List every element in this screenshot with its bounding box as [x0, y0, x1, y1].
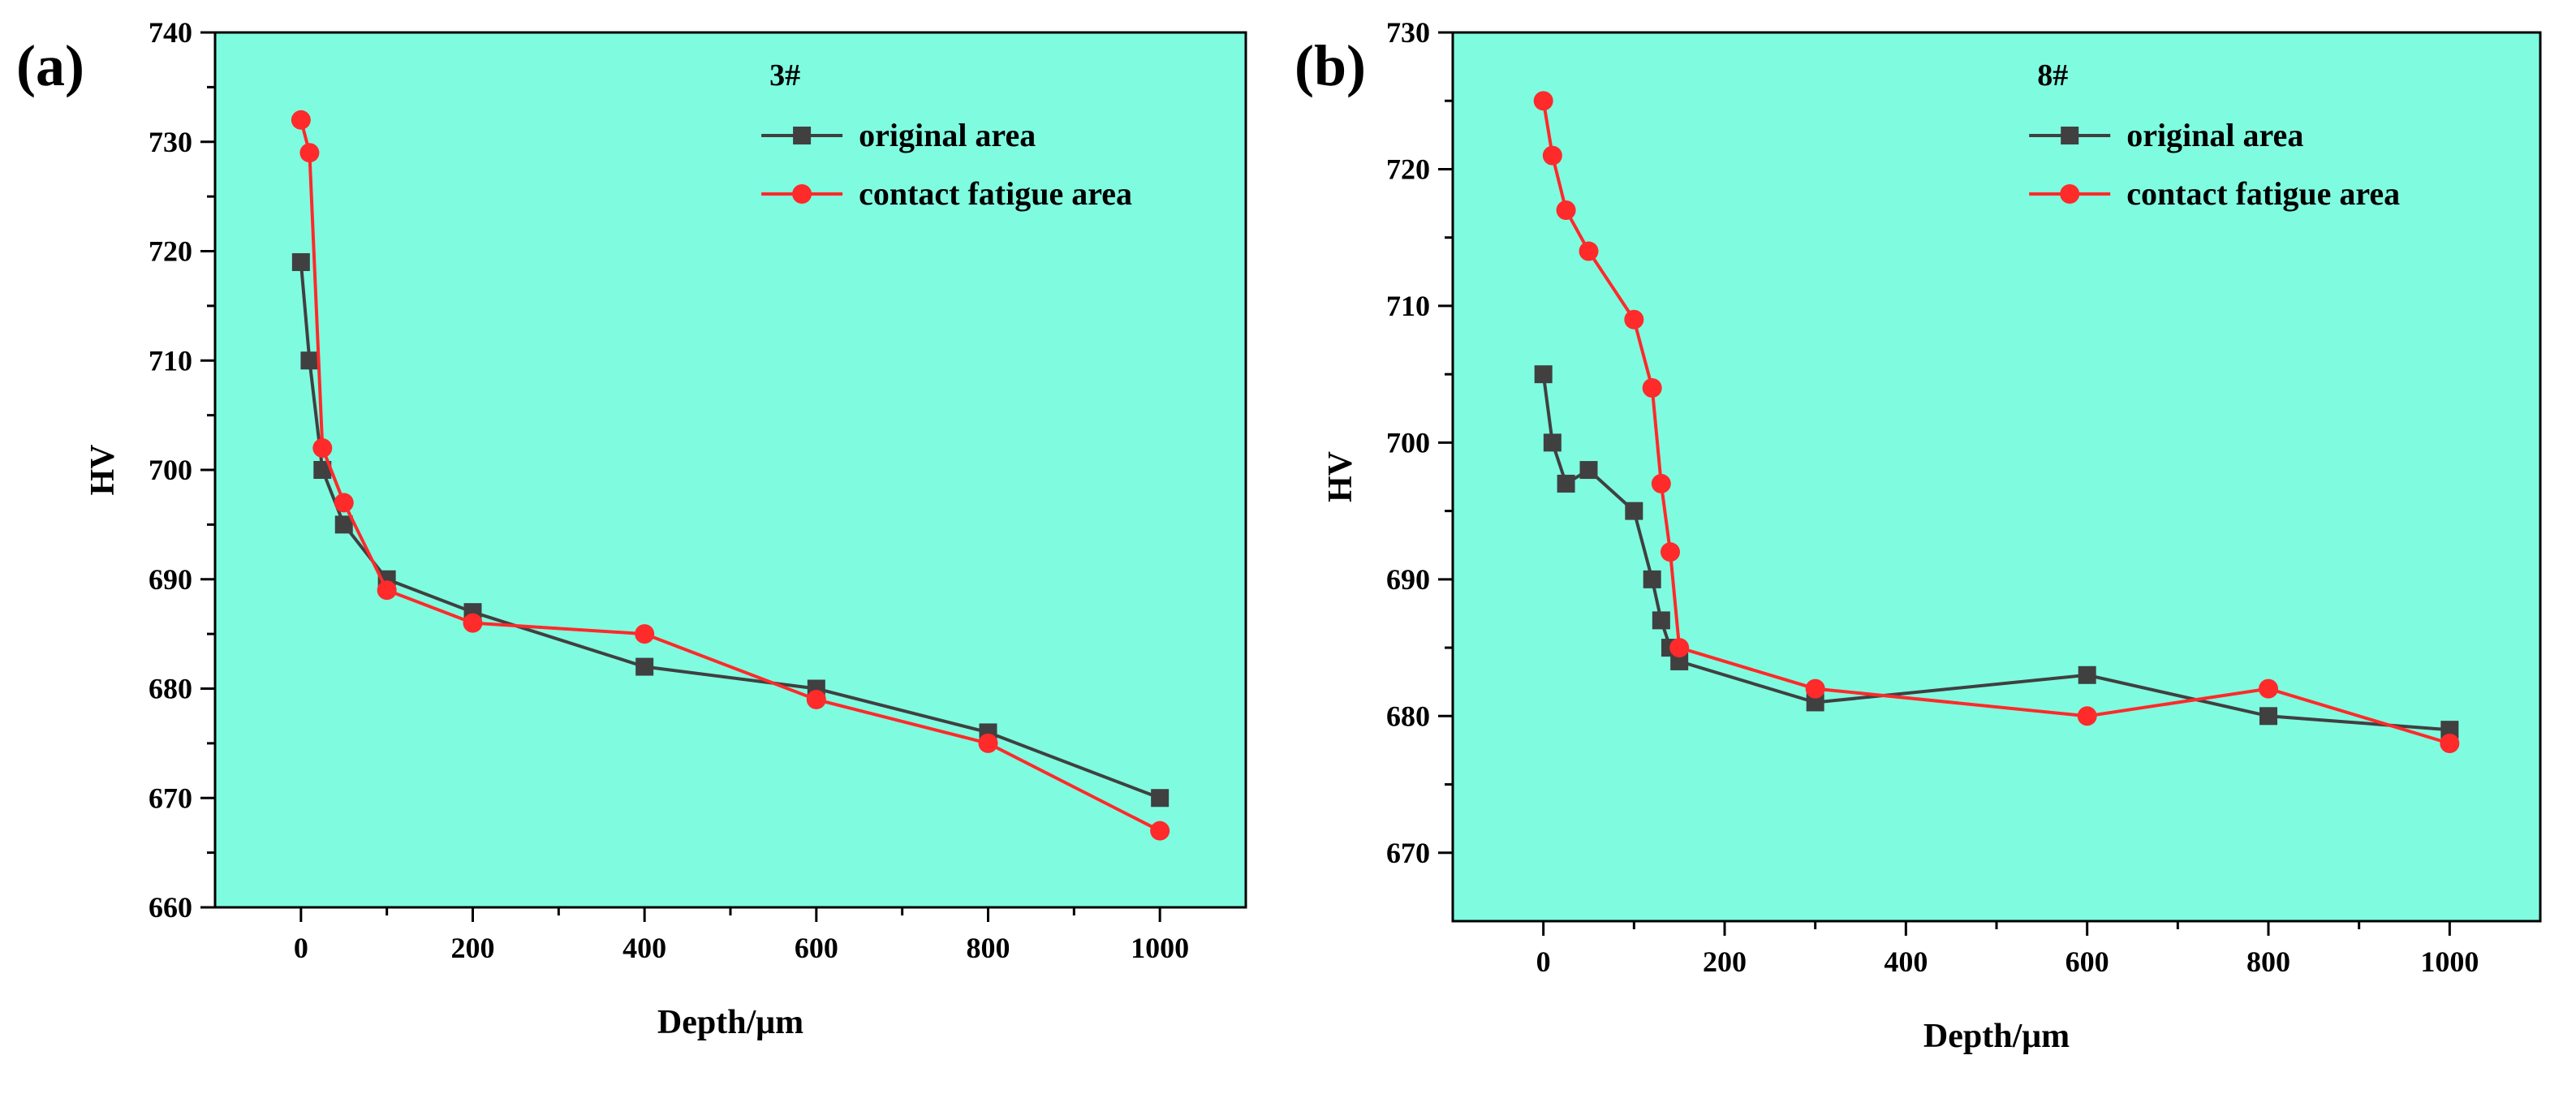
data-point [2440, 721, 2459, 739]
y-tick-label: 700 [149, 454, 192, 486]
data-point [313, 461, 332, 479]
legend-marker [792, 184, 812, 204]
y-tick-label: 710 [1386, 290, 1430, 322]
series-line [299, 261, 1161, 800]
data-point [1556, 200, 1576, 220]
data-point [377, 580, 397, 601]
x-tick-label: 800 [2246, 945, 2290, 978]
x-axis-title: Depth/μm [657, 1004, 803, 1041]
data-point [1533, 91, 1553, 111]
data-point [635, 657, 654, 676]
y-tick-label: 670 [149, 782, 192, 814]
y-axis-title: HV [84, 445, 122, 496]
x-tick-label: 200 [1703, 945, 1747, 978]
x-tick-label: 400 [622, 932, 666, 964]
legend-label: original area [859, 117, 1036, 153]
data-point [1579, 461, 1598, 480]
data-point [1805, 678, 1825, 699]
data-point [2259, 707, 2277, 726]
data-point [1652, 611, 1670, 630]
x-tick-label: 200 [451, 932, 495, 964]
data-point [1643, 570, 1661, 588]
data-point [1557, 474, 1575, 493]
y-tick-label: 720 [1386, 153, 1430, 185]
data-point [291, 252, 310, 271]
data-point [291, 110, 311, 130]
y-tick-label: 730 [1386, 16, 1430, 49]
series-original-area [1534, 365, 2459, 739]
y-tick-label: 660 [149, 891, 192, 924]
data-point [2077, 706, 2097, 726]
data-point [1534, 365, 1553, 384]
y-tick-label: 740 [149, 16, 192, 49]
data-point [1670, 652, 1689, 670]
y-tick-label: 680 [1386, 700, 1430, 732]
data-point [1651, 473, 1671, 493]
x-tick-label: 400 [1884, 945, 1928, 978]
x-tick-label: 0 [1536, 945, 1551, 978]
panel-label: (b) [1294, 33, 1366, 98]
x-tick-label: 800 [967, 932, 1010, 964]
y-tick-label: 710 [149, 344, 192, 377]
data-point [1542, 145, 1562, 166]
data-point [1642, 378, 1662, 398]
y-tick-label: 720 [149, 235, 192, 268]
data-point [1151, 789, 1170, 808]
series-contact-fatigue-area [1533, 91, 2460, 753]
y-tick-label: 700 [1386, 426, 1430, 459]
data-point [2259, 678, 2278, 699]
series-line [299, 119, 1161, 833]
series-contact-fatigue-area [291, 110, 1170, 841]
legend-marker [2061, 127, 2079, 144]
data-point [463, 613, 483, 633]
x-tick-label: 1000 [2420, 945, 2479, 978]
data-point [1661, 542, 1680, 562]
data-point [2078, 665, 2096, 684]
data-point [300, 351, 319, 370]
data-point [806, 689, 826, 709]
data-point [1543, 433, 1562, 452]
panel-label: (a) [16, 33, 84, 98]
data-point [1806, 693, 1824, 712]
plot-area [1451, 31, 2542, 923]
y-tick-label: 680 [149, 673, 192, 705]
data-point [1624, 309, 1644, 329]
data-point [635, 624, 655, 644]
legend-label: contact fatigue area [859, 175, 1132, 212]
y-tick-label: 690 [149, 563, 192, 596]
x-tick-label: 600 [795, 932, 838, 964]
chart-panel-1: (a) 660 670 680 690 700 710 720 730 740 0 200 400 600… [16, 16, 1247, 1041]
chart-panel-2: (b) 670 680 690 700 710 720 730 0 200 400 600 800 100… [1294, 16, 2542, 1055]
data-point [978, 733, 998, 753]
data-point [312, 438, 333, 459]
legend-label: contact fatigue area [2126, 175, 2400, 212]
y-tick-label: 670 [1386, 837, 1430, 869]
data-point [334, 515, 353, 534]
data-point [334, 493, 354, 513]
legend-marker [793, 127, 812, 144]
legend-label: original area [2126, 117, 2303, 153]
x-tick-label: 1000 [1131, 932, 1189, 964]
legend-title: 3# [769, 58, 800, 93]
y-tick-label: 690 [1386, 563, 1430, 596]
x-tick-label: 600 [2066, 945, 2109, 978]
data-point [1150, 820, 1170, 841]
legend-marker [2060, 184, 2080, 204]
y-tick-label: 730 [149, 126, 192, 158]
x-axis-title: Depth/μm [1923, 1018, 2070, 1055]
x-tick-label: 0 [294, 932, 308, 964]
legend: 8# original area contact fatigue area [2029, 58, 2400, 212]
data-point [1625, 502, 1643, 520]
data-point [1579, 241, 1599, 261]
data-point [1669, 638, 1690, 658]
y-axis-title: HV [1322, 451, 1359, 502]
legend: 3# original area contact fatigue area [761, 58, 1132, 212]
plot-area [213, 31, 1247, 909]
legend-title: 8# [2037, 58, 2068, 93]
data-point [299, 143, 320, 163]
data-point [2440, 734, 2460, 753]
